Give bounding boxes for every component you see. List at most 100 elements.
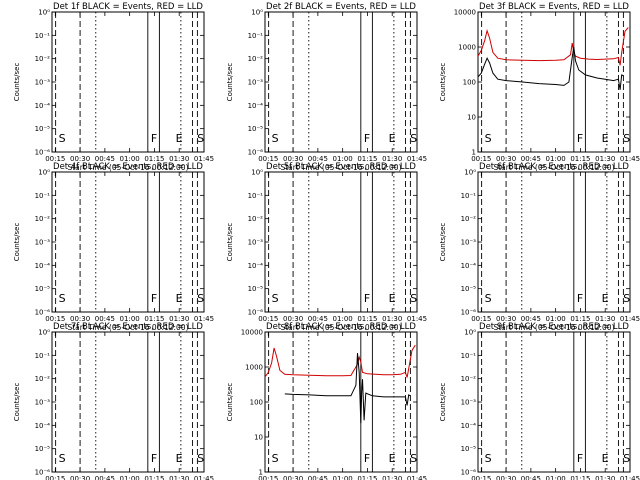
x-tick-label: 01:00 <box>546 155 566 163</box>
x-tick-label: 01:15 <box>144 315 164 323</box>
y-tick-label: 10⁻⁵ <box>35 285 51 293</box>
y-tick-label: 10⁻³ <box>461 239 477 247</box>
y-tick-label: 10⁰ <box>464 169 476 177</box>
y-tick-label: 10⁻⁴ <box>461 422 477 430</box>
x-axis-label: Start Time (05-Oct-16 00:12:00) <box>493 323 614 332</box>
x-tick-label: 01:45 <box>407 315 427 323</box>
x-tick-label: 01:45 <box>194 475 214 480</box>
y-tick-label: 10 <box>467 114 476 122</box>
x-tick-label: 01:15 <box>570 315 590 323</box>
x-tick-label: 00:15 <box>45 315 65 323</box>
y-tick-label: 10⁻⁵ <box>35 445 51 453</box>
x-tick-label: 00:15 <box>258 155 278 163</box>
y-tick-label: 10⁰ <box>38 169 50 177</box>
marker-label: F <box>364 132 370 145</box>
y-tick-label: 10⁻¹ <box>35 352 51 360</box>
panel-title: Det 6f BLACK = Events, RED = LLD <box>479 162 629 172</box>
x-tick-label: 00:45 <box>308 315 328 323</box>
marker-label: E <box>389 292 396 305</box>
marker-label: E <box>389 132 396 145</box>
y-tick-label: 10⁻³ <box>248 79 264 87</box>
y-axis-label: Counts/sec <box>439 63 447 102</box>
x-axis-label: Start Time (05-Oct-16 00:12:00) <box>67 163 188 172</box>
x-tick-label: 00:30 <box>496 155 516 163</box>
marker-label: S <box>197 292 204 305</box>
series-line-2 <box>477 46 624 90</box>
x-tick-label: 00:30 <box>283 475 303 480</box>
y-tick-label: 10⁻¹ <box>248 192 264 200</box>
y-tick-label: 10⁻³ <box>35 399 51 407</box>
y-axis-label: Counts/sec <box>226 223 234 262</box>
marker-label: S <box>485 292 492 305</box>
x-tick-label: 01:30 <box>382 155 402 163</box>
marker-label: E <box>176 132 183 145</box>
marker-label: E <box>176 452 183 465</box>
y-axis-label: Counts/sec <box>13 383 21 422</box>
x-tick-label: 01:45 <box>620 315 640 323</box>
x-axis-label: Start Time (05-Oct-16 00:12:00) <box>280 323 401 332</box>
x-tick-label: 00:45 <box>95 155 115 163</box>
x-tick-label: 00:15 <box>45 475 65 480</box>
y-tick-label: 10⁻² <box>248 55 264 63</box>
x-tick-label: 01:15 <box>357 475 377 480</box>
marker-label: F <box>151 452 157 465</box>
panel-8: Det 8f BLACK = Events, RED = LLD 00:15 00:… <box>226 322 427 480</box>
y-tick-label: 10⁻⁶ <box>248 309 264 317</box>
y-tick-label: 100 <box>250 399 263 407</box>
marker-label: E <box>602 292 609 305</box>
x-tick-label: 01:30 <box>382 475 402 480</box>
marker-label: S <box>272 292 279 305</box>
y-axis-label: Counts/sec <box>226 383 234 422</box>
x-tick-label: 00:15 <box>471 475 491 480</box>
y-tick-label: 10⁻⁶ <box>248 149 264 157</box>
x-tick-label: 01:00 <box>333 475 353 480</box>
y-tick-label: 10⁰ <box>38 9 50 17</box>
y-tick-label: 10⁻² <box>248 215 264 223</box>
y-tick-label: 10⁻¹ <box>35 32 51 40</box>
panel-title: Det 2f BLACK = Events, RED = LLD <box>266 2 416 12</box>
y-tick-label: 10⁻³ <box>248 239 264 247</box>
marker-label: F <box>151 292 157 305</box>
x-tick-label: 01:30 <box>169 315 189 323</box>
y-axis-label: Counts/sec <box>226 63 234 102</box>
x-tick-label: 00:15 <box>471 315 491 323</box>
y-tick-label: 10⁰ <box>251 169 263 177</box>
y-tick-label: 10⁻⁴ <box>35 102 51 110</box>
y-tick-label: 10⁻⁵ <box>248 125 264 133</box>
y-tick-label: 10⁻² <box>35 55 51 63</box>
x-tick-label: 00:15 <box>258 475 278 480</box>
panel-9: Det 9f BLACK = Events, RED = LLD 00:15 00:… <box>439 322 640 480</box>
x-tick-label: 01:00 <box>120 155 140 163</box>
y-tick-label: 10⁻⁴ <box>248 262 264 270</box>
x-tick-label: 01:15 <box>357 155 377 163</box>
marker-label: E <box>389 452 396 465</box>
x-tick-label: 00:30 <box>70 155 90 163</box>
x-tick-label: 00:15 <box>45 155 65 163</box>
x-tick-label: 01:15 <box>144 475 164 480</box>
y-tick-label: 10⁰ <box>251 9 263 17</box>
panel-3: Det 3f BLACK = Events, RED = LLD 00:15 00:… <box>439 2 640 172</box>
x-tick-label: 01:30 <box>595 155 615 163</box>
x-tick-label: 00:45 <box>308 155 328 163</box>
marker-label: F <box>364 452 370 465</box>
y-tick-label: 10⁻² <box>35 375 51 383</box>
x-tick-label: 01:15 <box>570 155 590 163</box>
x-tick-label: 00:45 <box>95 475 115 480</box>
y-tick-label: 10⁻² <box>35 215 51 223</box>
y-tick-label: 100 <box>463 79 476 87</box>
x-tick-label: 00:30 <box>70 315 90 323</box>
y-tick-label: 10⁻⁵ <box>35 125 51 133</box>
x-tick-label: 00:45 <box>308 475 328 480</box>
panel-6: Det 6f BLACK = Events, RED = LLD 00:15 00:… <box>439 162 640 332</box>
series-line-1 <box>264 344 416 378</box>
x-tick-label: 00:45 <box>521 475 541 480</box>
marker-label: S <box>623 292 630 305</box>
marker-label: S <box>197 452 204 465</box>
x-tick-label: 01:15 <box>144 155 164 163</box>
x-tick-label: 01:00 <box>120 475 140 480</box>
y-tick-label: 10⁻³ <box>461 399 477 407</box>
x-tick-label: 01:15 <box>357 315 377 323</box>
x-tick-label: 01:30 <box>595 315 615 323</box>
marker-label: F <box>151 132 157 145</box>
marker-label: E <box>176 292 183 305</box>
